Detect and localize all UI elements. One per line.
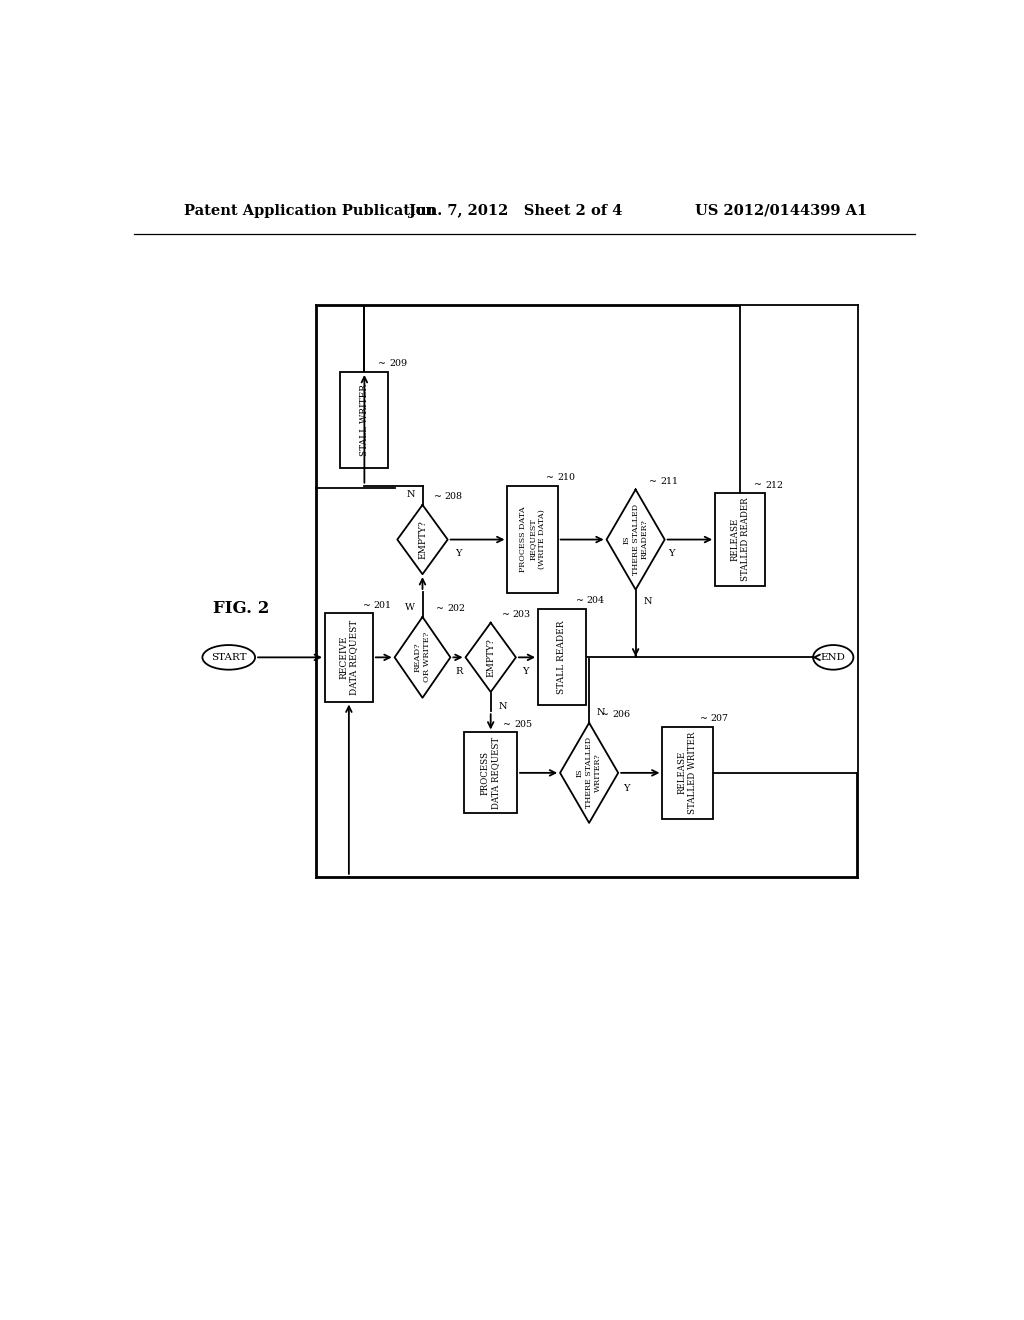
Text: Y: Y [521, 667, 528, 676]
Text: N: N [643, 598, 652, 606]
FancyBboxPatch shape [715, 494, 765, 586]
Polygon shape [397, 506, 447, 574]
Text: N: N [407, 491, 415, 499]
Text: W: W [404, 603, 415, 611]
Text: FIG. 2: FIG. 2 [213, 601, 269, 618]
Text: 210: 210 [557, 473, 575, 482]
Polygon shape [394, 616, 451, 698]
Text: ~: ~ [502, 610, 510, 619]
Text: READ?
OR WRITE?: READ? OR WRITE? [414, 632, 431, 682]
Text: ~: ~ [378, 359, 386, 368]
Text: Jun. 7, 2012   Sheet 2 of 4: Jun. 7, 2012 Sheet 2 of 4 [409, 203, 622, 218]
Text: ~: ~ [546, 473, 554, 482]
Text: ~: ~ [601, 710, 609, 719]
Text: Patent Application Publication: Patent Application Publication [183, 203, 436, 218]
Text: STALL WRITER: STALL WRITER [359, 384, 369, 457]
FancyBboxPatch shape [325, 612, 373, 702]
Text: R: R [455, 667, 463, 676]
FancyBboxPatch shape [340, 372, 388, 469]
Text: END: END [821, 653, 846, 661]
Text: Y: Y [455, 549, 462, 558]
FancyBboxPatch shape [464, 733, 517, 813]
Text: 212: 212 [765, 480, 783, 490]
Text: EMPTY?: EMPTY? [418, 520, 427, 558]
Text: Y: Y [624, 784, 630, 793]
Text: 207: 207 [711, 714, 729, 723]
Polygon shape [606, 490, 665, 590]
Text: ~: ~ [699, 714, 708, 723]
Text: PROCESS
DATA REQUEST: PROCESS DATA REQUEST [481, 737, 501, 809]
Text: ~: ~ [754, 480, 762, 490]
Ellipse shape [203, 645, 255, 669]
Text: ~: ~ [649, 477, 657, 486]
Text: IS
THERE STALLED
WRITER?: IS THERE STALLED WRITER? [575, 738, 602, 808]
FancyBboxPatch shape [538, 610, 586, 705]
Text: RECEIVE
DATA REQUEST: RECEIVE DATA REQUEST [339, 619, 358, 696]
Text: 203: 203 [512, 610, 530, 619]
Text: 202: 202 [447, 605, 465, 614]
Polygon shape [466, 623, 516, 692]
Polygon shape [560, 723, 618, 822]
Text: 211: 211 [660, 477, 679, 486]
Text: Y: Y [669, 549, 675, 558]
Text: US 2012/0144399 A1: US 2012/0144399 A1 [695, 203, 867, 218]
Text: ~: ~ [436, 605, 444, 614]
Text: 205: 205 [514, 719, 532, 729]
Text: 204: 204 [587, 597, 605, 605]
Text: 208: 208 [444, 492, 462, 502]
Text: START: START [211, 653, 247, 661]
FancyBboxPatch shape [663, 726, 713, 818]
Text: 209: 209 [389, 359, 408, 368]
FancyBboxPatch shape [507, 486, 558, 594]
Text: STALL READER: STALL READER [557, 620, 566, 694]
Text: ~: ~ [434, 492, 442, 502]
Text: RELEASE
STALLED WRITER: RELEASE STALLED WRITER [678, 731, 697, 814]
Text: 201: 201 [374, 601, 391, 610]
Text: EMPTY?: EMPTY? [486, 638, 496, 677]
Text: 206: 206 [612, 710, 631, 719]
Text: ~: ~ [503, 719, 511, 729]
Text: RELEASE
STALLED READER: RELEASE STALLED READER [730, 498, 750, 581]
Text: IS
THERE STALLED
READER?: IS THERE STALLED READER? [623, 504, 649, 576]
Text: ~: ~ [575, 597, 584, 605]
Text: N: N [499, 702, 507, 711]
Text: PROCESS DATA
REQUEST
(WRITE DATA): PROCESS DATA REQUEST (WRITE DATA) [519, 507, 546, 573]
Ellipse shape [813, 645, 853, 669]
Text: ~: ~ [362, 601, 371, 610]
Text: N: N [597, 709, 605, 718]
